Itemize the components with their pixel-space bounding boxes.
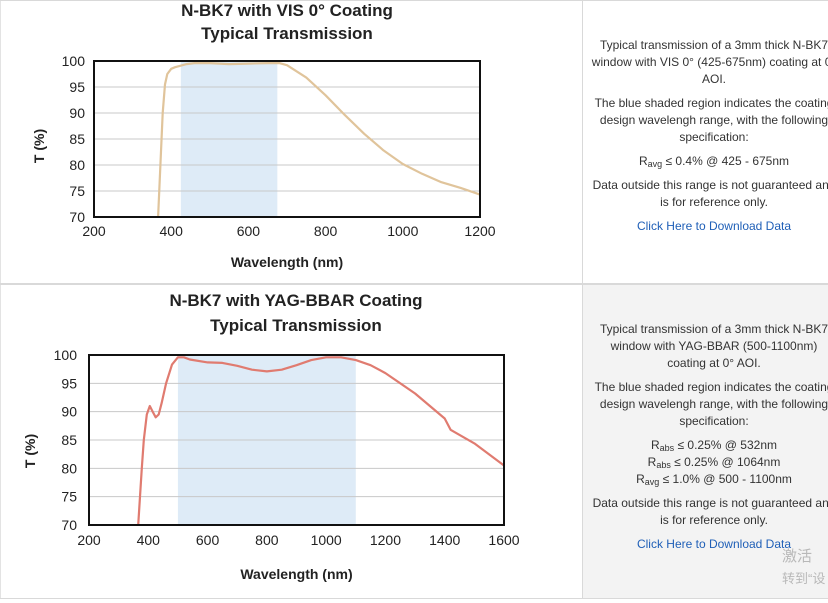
y-tick-label: 90: [61, 404, 77, 420]
spec-subscript: abs: [656, 460, 671, 470]
x-tick-label: 400: [160, 223, 184, 239]
spec-symbol: R: [638, 154, 648, 168]
spec-symbol: R: [650, 438, 660, 452]
description-text: Typical transmission of a 3mm thick N-BK…: [591, 37, 828, 235]
x-tick-label: 800: [255, 532, 279, 548]
reference-note: Data outside this range is not guarantee…: [592, 496, 828, 527]
shaded-region-note: The blue shaded region indicates the coa…: [594, 380, 828, 428]
x-axis-label: Wavelength (nm): [240, 566, 352, 582]
spec-value: ≤ 1.0% @ 500 - 1100nm: [659, 472, 792, 486]
transmission-chart-yag-bbar: 70 75 80 85 90 95 100 200 400 600 800 1000 1200 1400 1…: [22, 291, 520, 582]
spec-subscript: abs: [659, 443, 675, 453]
plot-frame: [93, 60, 481, 218]
chart-cell: 70 75 80 85 90 95 100 200 400 600 800 1000 1200 N-BK7…: [0, 1, 582, 283]
spec-value: ≤ 0.25% @ 532nm: [674, 438, 778, 452]
x-tick-label: 1400: [429, 532, 460, 548]
x-tick-label: 1000: [387, 223, 418, 239]
chart-title-line: N-BK7 with YAG-BBAR Coating: [169, 291, 422, 310]
y-tick-label: 80: [61, 460, 77, 476]
chart-row-yag-bbar-coating: 70 75 80 85 90 95 100 200 400 600 800 1000 1200 1400 1…: [0, 284, 828, 599]
spec-value: ≤ 0.25% @ 1064nm: [670, 455, 781, 469]
spec-line: Rabs ≤ 0.25% @ 532nm: [591, 437, 828, 454]
x-tick-label: 800: [314, 223, 338, 239]
spec-list: Rabs ≤ 0.25% @ 532nm Rabs ≤ 0.25% @ 1064…: [591, 437, 828, 488]
watermark-line-2: 转到“设: [782, 571, 826, 586]
spec-line: Ravg ≤ 0.4% @ 425 - 675nm: [591, 153, 828, 170]
spec-line: Rabs ≤ 0.25% @ 1064nm: [591, 454, 828, 471]
y-tick-label: 90: [69, 105, 85, 121]
x-tick-label: 200: [82, 223, 106, 239]
x-tick-label: 600: [237, 223, 261, 239]
y-axis-label: T (%): [22, 434, 38, 468]
shaded-region-note: The blue shaded region indicates the coa…: [594, 96, 828, 144]
spec-list: Ravg ≤ 0.4% @ 425 - 675nm: [591, 153, 828, 170]
download-data-link[interactable]: Click Here to Download Data: [636, 219, 792, 233]
y-tick-label: 80: [69, 157, 85, 173]
y-tick-label: 100: [54, 347, 78, 363]
transmission-chart-vis: 70 75 80 85 90 95 100 200 400 600 800 1000 1200 N-BK7…: [31, 1, 496, 270]
spec-value: ≤ 0.4% @ 425 - 675nm: [662, 154, 790, 168]
chart-title-line: N-BK7 with VIS 0° Coating: [181, 1, 393, 20]
chart-cell: 70 75 80 85 90 95 100 200 400 600 800 1000 1200 1400 1…: [0, 285, 582, 598]
x-tick-label: 200: [77, 532, 101, 548]
y-tick-label: 85: [69, 131, 85, 147]
transmission-curve: [157, 62, 481, 218]
y-tick-label: 75: [69, 183, 85, 199]
description-intro: Typical transmission of a 3mm thick N-BK…: [599, 322, 828, 370]
description-intro: Typical transmission of a 3mm thick N-BK…: [591, 38, 828, 86]
y-tick-label: 70: [61, 517, 77, 533]
x-axis-label: Wavelength (nm): [231, 254, 343, 270]
chart-row-vis-coating: 70 75 80 85 90 95 100 200 400 600 800 1000 1200 N-BK7…: [0, 0, 828, 284]
chart-title-line: Typical Transmission: [210, 316, 382, 335]
y-tick-label: 95: [69, 79, 85, 95]
chart-title-line: Typical Transmission: [201, 24, 373, 43]
x-tick-label: 600: [196, 532, 220, 548]
y-tick-label: 100: [62, 53, 86, 69]
x-tick-label: 1200: [370, 532, 401, 548]
description-text: Typical transmission of a 3mm thick N-BK…: [591, 321, 828, 553]
spec-subscript: avg: [647, 159, 663, 169]
y-tick-label: 70: [69, 209, 85, 225]
description-cell: Typical transmission of a 3mm thick N-BK…: [582, 1, 828, 283]
x-tick-label: 1000: [311, 532, 342, 548]
watermark-line-1: 激活: [782, 548, 813, 565]
spec-line: Ravg ≤ 1.0% @ 500 - 1100nm: [591, 471, 828, 488]
spec-symbol: R: [647, 455, 657, 469]
plot-frame: [88, 354, 505, 526]
download-data-link[interactable]: Click Here to Download Data: [636, 537, 792, 551]
activation-watermark: 激活 转到“设: [782, 546, 825, 590]
reference-note: Data outside this range is not guarantee…: [592, 178, 828, 209]
x-tick-label: 1200: [464, 223, 495, 239]
spec-symbol: R: [636, 472, 645, 486]
y-tick-label: 85: [61, 432, 77, 448]
y-axis-label: T (%): [31, 129, 47, 163]
transmission-curve: [137, 356, 505, 526]
spec-subscript: avg: [644, 477, 660, 487]
y-tick-label: 95: [61, 375, 77, 391]
description-cell: Typical transmission of a 3mm thick N-BK…: [582, 285, 828, 598]
y-tick-label: 75: [61, 489, 77, 505]
x-tick-label: 1600: [488, 532, 519, 548]
x-tick-label: 400: [137, 532, 161, 548]
